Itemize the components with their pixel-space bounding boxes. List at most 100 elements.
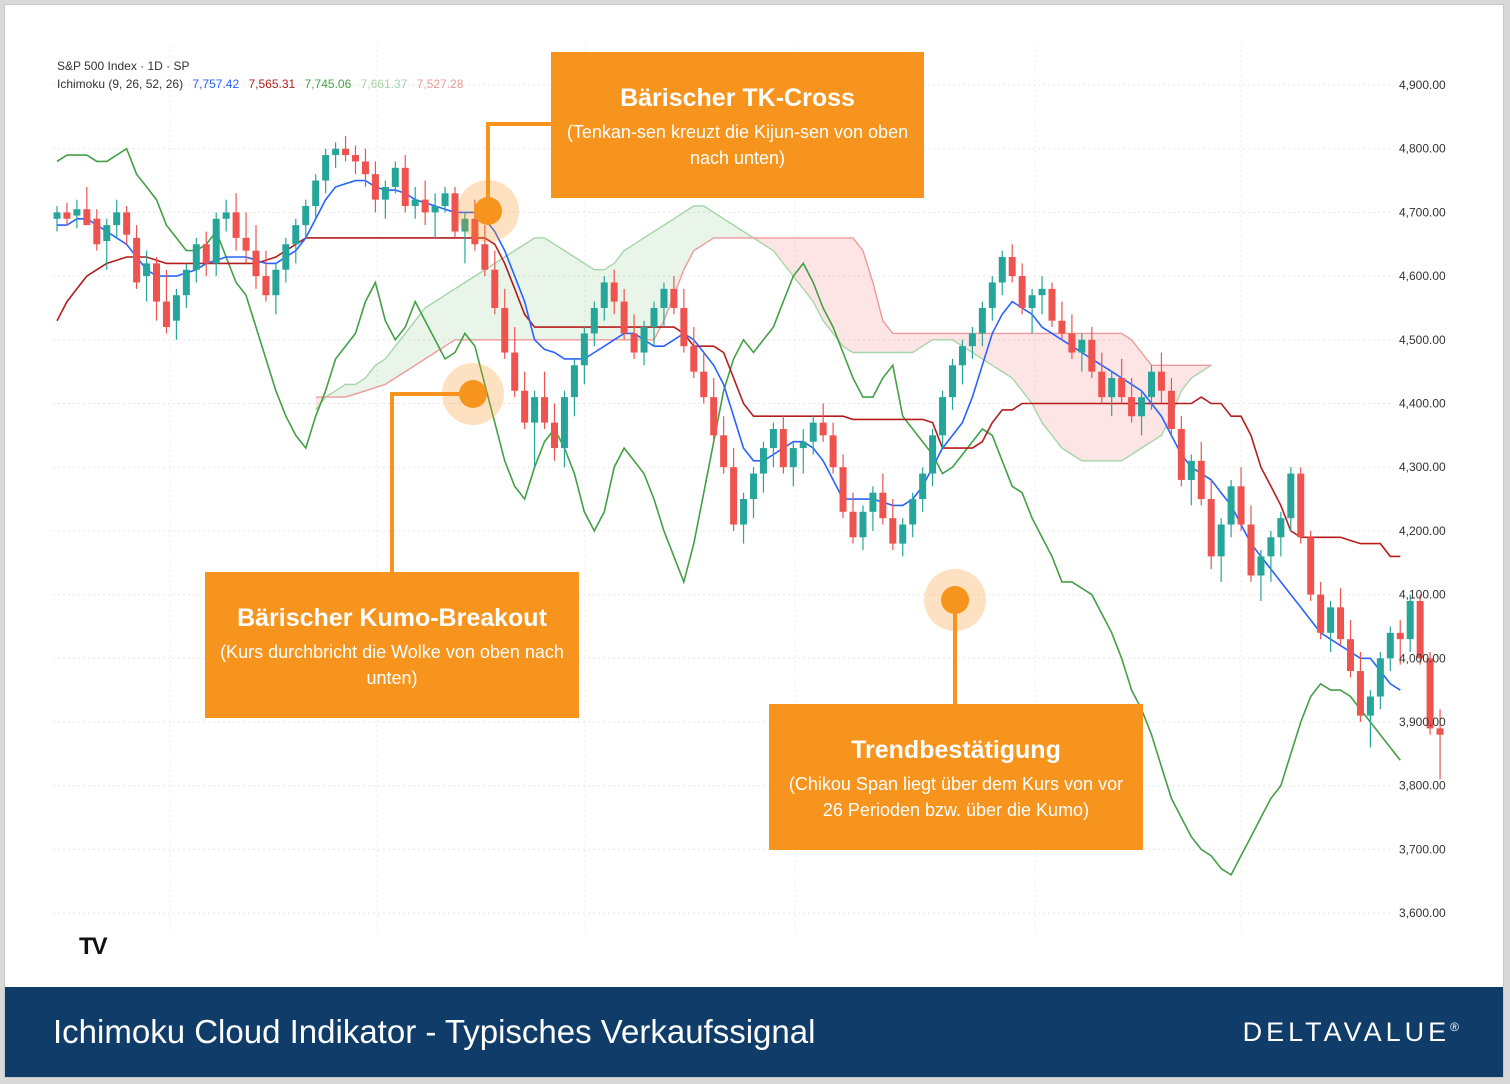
candle-body xyxy=(1207,499,1215,557)
cloud-segment xyxy=(574,256,585,340)
cloud-segment xyxy=(683,206,694,270)
candle-body xyxy=(93,218,101,245)
candle-body xyxy=(859,511,867,538)
candle-body xyxy=(1048,288,1056,321)
cloud-segment xyxy=(942,333,953,340)
cloud-segment xyxy=(375,358,386,388)
candle-body xyxy=(680,307,688,347)
callout-tk-cross-title: Bärischer TK-Cross xyxy=(620,84,855,112)
candle-body xyxy=(700,371,708,398)
cloud-segment xyxy=(564,250,575,340)
candle-body xyxy=(1197,460,1205,500)
candle-body xyxy=(342,148,350,156)
callout-kumo-breakout: Bärischer Kumo-Breakout (Kurs durchbrich… xyxy=(205,572,579,718)
candle-body xyxy=(182,269,190,296)
indicator-value-kijun: 7,565.31 xyxy=(248,77,296,91)
brand-mark: ® xyxy=(1450,1020,1459,1034)
candle-body xyxy=(1108,378,1116,398)
candle-body xyxy=(968,333,976,347)
candle-body xyxy=(1307,537,1315,595)
candle-body xyxy=(1287,473,1295,519)
brand-logo: DELTAVALUE® xyxy=(1243,1017,1459,1048)
cloud-segment xyxy=(833,237,844,347)
y-tick-label: 4,400.00 xyxy=(1399,397,1446,411)
candle-body xyxy=(769,428,777,449)
cloud-segment xyxy=(365,365,376,391)
y-tick-label: 4,600.00 xyxy=(1399,269,1446,283)
candle-body xyxy=(660,288,668,308)
senkou-a-line xyxy=(315,205,1212,462)
candle-body xyxy=(103,225,111,242)
candle-body xyxy=(750,473,757,500)
cloud-segment xyxy=(872,282,883,353)
candle-body xyxy=(1138,397,1146,417)
cloud-segment xyxy=(1002,333,1013,379)
cloud-segment xyxy=(544,237,555,340)
candle-body xyxy=(272,269,280,296)
indicator-value-chikou: 7,745.06 xyxy=(304,77,352,91)
candle-body xyxy=(153,263,160,302)
cloud-segment xyxy=(843,237,853,353)
candle-body xyxy=(809,422,817,442)
candle-body xyxy=(143,263,151,277)
candle-body xyxy=(909,499,917,525)
cloud-segment xyxy=(1042,333,1052,436)
candle-body xyxy=(431,206,439,213)
candle-body xyxy=(212,218,220,264)
cloud-segment xyxy=(355,378,366,394)
cloud-segment xyxy=(464,276,475,340)
cloud-segment xyxy=(793,237,804,289)
cloud-segment xyxy=(395,333,406,379)
candle-body xyxy=(541,397,549,423)
candle-body xyxy=(710,397,718,436)
cloud-segment xyxy=(912,333,923,353)
kijun-line xyxy=(56,237,1401,558)
y-tick-label: 4,000.00 xyxy=(1399,651,1446,665)
cloud-segment xyxy=(1012,333,1023,391)
connector-tk-cross xyxy=(486,122,551,211)
candle-body xyxy=(471,218,479,245)
candle-body xyxy=(491,269,499,308)
cloud-segment xyxy=(823,237,834,334)
candle-body xyxy=(222,212,230,219)
chart-legend: S&P 500 Index · 1D · SP Ichimoku (9, 26,… xyxy=(57,57,469,93)
candle-body xyxy=(1078,339,1086,353)
candle-body xyxy=(949,365,956,398)
candle-body xyxy=(1247,524,1255,576)
candles xyxy=(53,135,1444,780)
indicator-label-row: Ichimoku (9, 26, 52, 26) 7,757.42 7,565.… xyxy=(57,75,469,93)
cloud-segment xyxy=(1071,333,1082,461)
candle-body xyxy=(1337,607,1345,640)
cloud-segment xyxy=(474,269,485,340)
candle-body xyxy=(232,212,240,238)
candle-body xyxy=(53,212,61,219)
cloud-segment xyxy=(713,212,724,238)
candle-body xyxy=(551,422,558,449)
candle-body xyxy=(202,244,210,264)
candle-body xyxy=(1157,371,1165,391)
candle-body xyxy=(1217,524,1225,557)
cloud-segment xyxy=(554,244,565,340)
cloud-segment xyxy=(763,237,774,251)
candle-body xyxy=(162,301,170,328)
cloud-segment xyxy=(1181,365,1192,391)
candle-body xyxy=(292,225,300,245)
cloud-segment xyxy=(385,346,396,385)
cloud-segment xyxy=(733,225,744,238)
candle-body xyxy=(1257,556,1265,576)
cloud-segment xyxy=(445,288,455,347)
candle-body xyxy=(789,448,797,468)
candle-body xyxy=(730,467,738,525)
candle-body xyxy=(929,435,937,474)
y-tick-label: 3,600.00 xyxy=(1399,906,1446,920)
candle-body xyxy=(998,256,1006,283)
callout-trend-confirmation: Trendbestätigung (Chikou Span liegt über… xyxy=(769,704,1143,850)
candle-body xyxy=(1436,728,1444,735)
candle-body xyxy=(1098,371,1106,398)
candle-body xyxy=(262,276,270,296)
candle-body xyxy=(1376,658,1384,697)
candle-body xyxy=(1227,486,1235,525)
cloud-segment xyxy=(892,333,903,353)
candle-body xyxy=(1028,295,1036,308)
candle-body xyxy=(1068,333,1076,353)
